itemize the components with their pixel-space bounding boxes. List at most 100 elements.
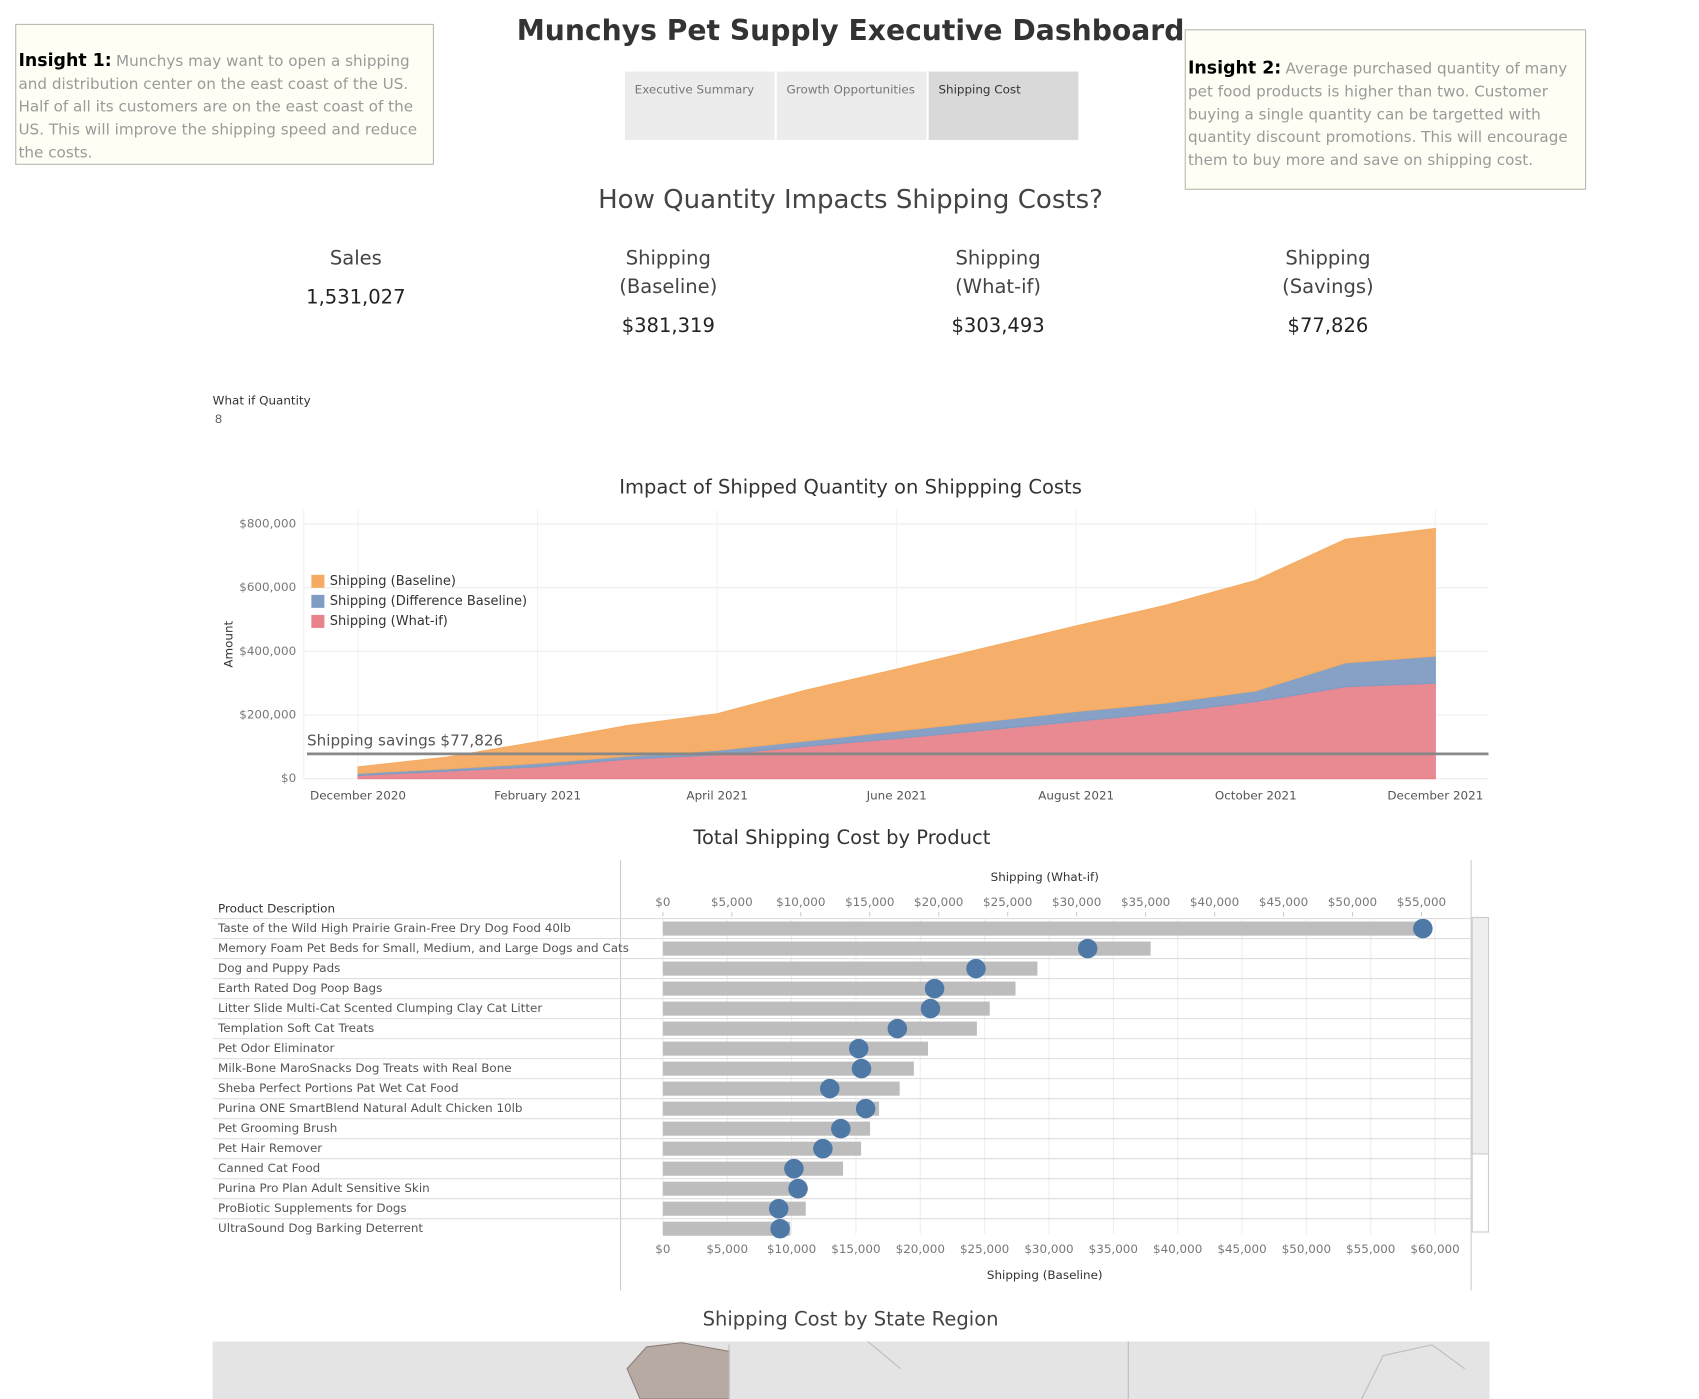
parameter-value[interactable]: 8 [214, 412, 223, 427]
row-label: Purina Pro Plan Adult Sensitive Skin [218, 1181, 430, 1195]
row-label: Pet Odor Eliminator [218, 1041, 334, 1055]
legend-swatch [311, 574, 325, 588]
row-label: Templation Soft Cat Treats [217, 1021, 374, 1035]
x-tick-label: December 2020 [310, 789, 406, 803]
dot [851, 1058, 872, 1079]
bar [662, 1161, 844, 1176]
parameter-label: What if Quantity [212, 393, 311, 408]
row-header: Product Description [218, 901, 335, 915]
kpi-label: Sales [329, 247, 382, 271]
tab[interactable]: Growth Opportunities [776, 71, 927, 140]
x2-tick-label: $45,000 [1259, 895, 1308, 909]
dot [770, 1218, 790, 1239]
dashboard-title: Munchys Pet Supply Executive Dashboard [516, 15, 1185, 48]
row-label: UltraSound Dog Barking Deterrent [218, 1221, 423, 1235]
legend-swatch [311, 614, 325, 628]
row-label: ProBiotic Supplements for Dogs [218, 1201, 407, 1215]
map-background [212, 1341, 1490, 1399]
row-label: Memory Foam Pet Beds for Small, Medium, … [218, 941, 629, 955]
legend-label: Shipping (Difference Baseline) [330, 594, 527, 609]
x-tick-label: October 2021 [1215, 789, 1297, 803]
dot [813, 1138, 833, 1159]
bar [662, 921, 1421, 936]
bar [662, 1081, 900, 1096]
insight-label: Insight 1: [18, 49, 112, 71]
x-tick-label: $45,000 [1217, 1242, 1266, 1256]
scrollbar-thumb[interactable] [1471, 916, 1490, 1155]
dot [820, 1078, 840, 1099]
kpi: Shipping (What-if) $303,493 [890, 245, 1107, 337]
insight-box: Insight 2: Average purchased quantity of … [1184, 29, 1587, 190]
x2-tick-label: $5,000 [711, 895, 753, 909]
kpi: Shipping (Baseline) $381,319 [560, 245, 777, 337]
chart-title: Impact of Shipped Quantity on Shippping … [619, 476, 1082, 499]
dot [831, 1118, 851, 1139]
bar [662, 1021, 977, 1036]
row-label: Earth Rated Dog Poop Bags [218, 981, 382, 995]
x2-tick-label: $30,000 [1052, 895, 1101, 909]
tab-active[interactable]: Shipping Cost [928, 71, 1079, 140]
kpi: Shipping (Savings) $77,826 [1219, 245, 1436, 337]
y-tick-label: $200,000 [239, 708, 296, 722]
y-tick-label: $0 [281, 771, 296, 785]
bar [662, 1041, 929, 1056]
map-title: Shipping Cost by State Region [702, 1307, 999, 1331]
kpi-label: Shipping (What-if) [955, 247, 1042, 299]
insight-text: Munchys may want to open a shipping and … [18, 53, 418, 162]
axis-title: Shipping (What-if) [991, 870, 1099, 884]
x2-tick-label: $50,000 [1328, 895, 1377, 909]
bar [662, 981, 1016, 996]
x2-tick-label: $15,000 [845, 895, 894, 909]
bar [662, 1181, 806, 1196]
row-label: Canned Cat Food [218, 1161, 320, 1175]
dot [887, 1018, 908, 1039]
map-borders [728, 1341, 1465, 1399]
bar [662, 1061, 914, 1076]
dot [784, 1158, 804, 1179]
dot [855, 1098, 876, 1119]
x-tick-label: February 2021 [494, 789, 581, 803]
x-tick-label: $10,000 [767, 1242, 816, 1256]
x-tick-label: August 2021 [1038, 789, 1114, 803]
x2-tick-label: $55,000 [1397, 895, 1446, 909]
row-label: Dog and Puppy Pads [218, 961, 340, 975]
section-title: How Quantity Impacts Shipping Costs? [598, 184, 1104, 215]
x-tick-label: $15,000 [831, 1242, 880, 1256]
kpi-value: $381,319 [621, 314, 715, 338]
bar [662, 1101, 880, 1116]
x-tick-label: $60,000 [1410, 1242, 1459, 1256]
x-tick-label: $20,000 [896, 1242, 945, 1256]
kpi-value: 1,531,027 [306, 286, 406, 310]
reference-label: Shipping savings $77,826 [307, 731, 503, 749]
x-tick-label: $25,000 [960, 1242, 1009, 1256]
bar [662, 1001, 990, 1016]
x-tick-label: December 2021 [1387, 789, 1483, 803]
x2-tick-label: $20,000 [914, 895, 963, 909]
kpi-label: Shipping (Baseline) [619, 247, 718, 299]
x2-tick-label: $0 [655, 895, 670, 909]
y-tick-label: $600,000 [239, 580, 296, 594]
dot [1077, 938, 1098, 959]
dot [920, 998, 941, 1019]
dot [768, 1198, 789, 1219]
dot [924, 978, 945, 999]
dot [966, 958, 986, 979]
row-label: Pet Grooming Brush [218, 1121, 337, 1135]
insight-text: Average purchased quantity of many pet f… [1187, 60, 1568, 170]
insight-box: Insight 1: Munchys may want to open a shi… [15, 23, 434, 165]
legend-label: Shipping (What-if) [330, 614, 448, 629]
x-tick-label: $5,000 [706, 1242, 748, 1256]
dot [1413, 918, 1433, 939]
x-tick-label: $35,000 [1089, 1242, 1138, 1256]
x2-tick-label: $40,000 [1190, 895, 1239, 909]
tab[interactable]: Executive Summary [624, 71, 775, 140]
row-label: Litter Slide Multi-Cat Scented Clumping … [218, 1001, 542, 1015]
x-tick-label: $0 [655, 1242, 670, 1256]
y-tick-label: $800,000 [239, 517, 296, 531]
y-axis-title: Amount [221, 620, 235, 667]
row-label: Sheba Perfect Portions Pat Wet Cat Food [218, 1081, 459, 1095]
x-tick-label: April 2021 [686, 789, 747, 803]
x-tick-label: $30,000 [1024, 1242, 1073, 1256]
